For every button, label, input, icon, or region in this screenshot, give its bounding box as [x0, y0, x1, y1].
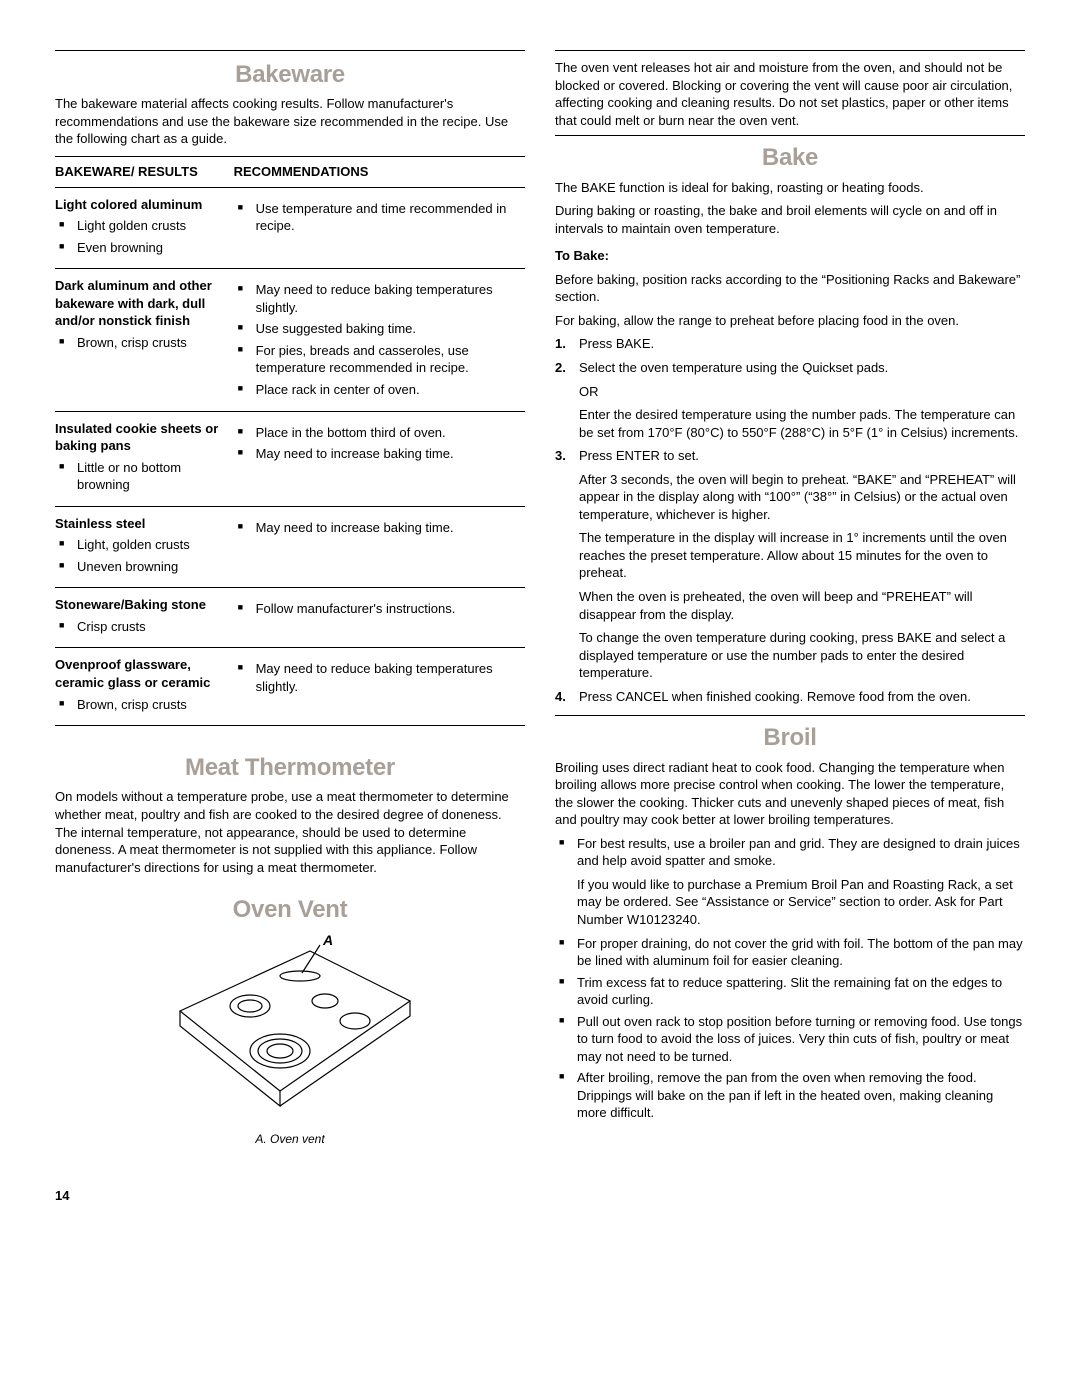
- oven-vent-diagram: A: [55, 931, 525, 1126]
- heading-bake: Bake: [555, 142, 1025, 174]
- result-item: Little or no bottom browning: [55, 459, 230, 494]
- recommendation-item: May need to increase baking time.: [234, 445, 521, 463]
- bakeware-material: Ovenproof glassware, ceramic glass or ce…: [55, 656, 230, 691]
- bake-pre2: For baking, allow the range to preheat b…: [555, 312, 1025, 330]
- broil-item: After broiling, remove the pan from the …: [555, 1069, 1025, 1122]
- ovenvent-caption: A. Oven vent: [55, 1131, 525, 1147]
- callout-label-a: A: [322, 932, 333, 948]
- bakeware-material: Light colored aluminum: [55, 196, 230, 214]
- bake-pre1: Before baking, position racks according …: [555, 271, 1025, 306]
- recommendation-item: Place rack in center of oven.: [234, 381, 521, 399]
- result-item: Even browning: [55, 239, 230, 257]
- bakeware-material: Stoneware/Baking stone: [55, 596, 230, 614]
- broil-intro: Broiling uses direct radiant heat to coo…: [555, 759, 1025, 829]
- broil-item: For proper draining, do not cover the gr…: [555, 935, 1025, 970]
- result-item: Brown, crisp crusts: [55, 696, 230, 714]
- result-item: Uneven browning: [55, 558, 230, 576]
- vent-paragraph: The oven vent releases hot air and moist…: [555, 59, 1025, 129]
- recommendation-item: May need to reduce baking temperatures s…: [234, 660, 521, 695]
- result-item: Light, golden crusts: [55, 536, 230, 554]
- heading-broil: Broil: [555, 722, 1025, 754]
- step-1: Press BAKE.: [555, 335, 1025, 353]
- th-recs: RECOMMENDATIONS: [234, 157, 525, 188]
- heading-meat-thermometer: Meat Thermometer: [55, 752, 525, 784]
- result-item: Brown, crisp crusts: [55, 334, 230, 352]
- bakeware-table: BAKEWARE/ RESULTS RECOMMENDATIONS Light …: [55, 156, 525, 726]
- cooktop-icon: A: [160, 931, 420, 1121]
- recommendation-item: May need to reduce baking temperatures s…: [234, 281, 521, 316]
- bakeware-material: Stainless steel: [55, 515, 230, 533]
- broil-item: Trim excess fat to reduce spattering. Sl…: [555, 974, 1025, 1009]
- rule: [55, 50, 525, 51]
- step-3: Press ENTER to set. After 3 seconds, the…: [555, 447, 1025, 682]
- heading-bakeware: Bakeware: [55, 59, 525, 91]
- to-bake-heading: To Bake:: [555, 247, 1025, 265]
- result-item: Crisp crusts: [55, 618, 230, 636]
- recommendation-item: Place in the bottom third of oven.: [234, 424, 521, 442]
- rule: [555, 50, 1025, 51]
- step-4: Press CANCEL when finished cooking. Remo…: [555, 688, 1025, 706]
- recommendation-item: Use suggested baking time.: [234, 320, 521, 338]
- recommendation-item: May need to increase baking time.: [234, 519, 521, 537]
- broil-list: For best results, use a broiler pan and …: [555, 835, 1025, 1122]
- step-2: Select the oven temperature using the Qu…: [555, 359, 1025, 441]
- page-number: 14: [55, 1187, 525, 1205]
- left-column: Bakeware The bakeware material affects c…: [55, 50, 525, 1205]
- bake-p2: During baking or roasting, the bake and …: [555, 202, 1025, 237]
- bake-p1: The BAKE function is ideal for baking, r…: [555, 179, 1025, 197]
- recommendation-item: Follow manufacturer's instructions.: [234, 600, 521, 618]
- bakeware-material: Insulated cookie sheets or baking pans: [55, 420, 230, 455]
- th-results: BAKEWARE/ RESULTS: [55, 157, 234, 188]
- meat-body: On models without a temperature probe, u…: [55, 788, 525, 876]
- bake-steps: Press BAKE. Select the oven temperature …: [555, 335, 1025, 705]
- broil-item: Pull out oven rack to stop position befo…: [555, 1013, 1025, 1066]
- recommendation-item: For pies, breads and casseroles, use tem…: [234, 342, 521, 377]
- right-column: The oven vent releases hot air and moist…: [555, 50, 1025, 1205]
- bakeware-intro: The bakeware material affects cooking re…: [55, 95, 525, 148]
- broil-item: For best results, use a broiler pan and …: [555, 835, 1025, 929]
- rule: [555, 715, 1025, 716]
- bakeware-material: Dark aluminum and other bakeware with da…: [55, 277, 230, 330]
- heading-oven-vent: Oven Vent: [55, 894, 525, 926]
- rule: [555, 135, 1025, 136]
- page-container: Bakeware The bakeware material affects c…: [55, 50, 1025, 1205]
- result-item: Light golden crusts: [55, 217, 230, 235]
- recommendation-item: Use temperature and time recommended in …: [234, 200, 521, 235]
